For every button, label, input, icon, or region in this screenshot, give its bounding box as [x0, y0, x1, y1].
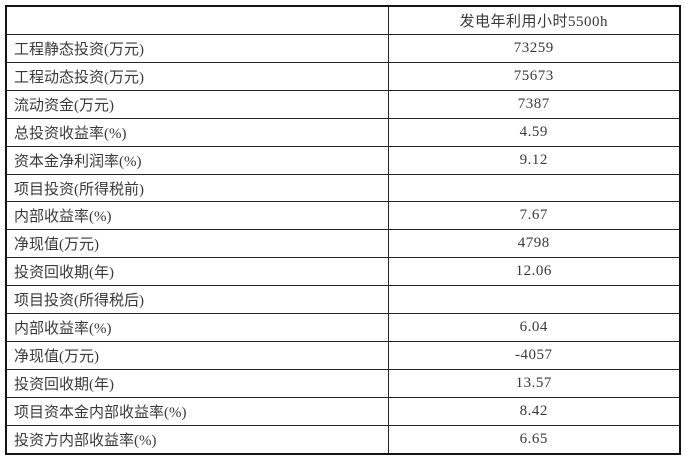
table-section-row: 项目投资(所得税前)	[5, 173, 681, 203]
row-label: 流动资金(万元)	[5, 89, 389, 119]
row-value: 73259	[387, 33, 681, 63]
table-row: 投资回收期(年) 13.57	[5, 369, 681, 398]
row-label: 项目资本金内部收益率(%)	[5, 396, 389, 426]
table-row: 净现值(万元) -4057	[5, 341, 681, 370]
table-row: 工程静态投资(万元) 73259	[5, 33, 681, 63]
row-label: 工程静态投资(万元)	[5, 33, 389, 63]
table-row: 投资回收期(年) 12.06	[5, 257, 681, 287]
table-row: 工程动态投资(万元) 75673	[5, 61, 681, 91]
section-value	[387, 285, 681, 315]
table-row: 资本金净利润率(%) 9.12	[5, 145, 681, 175]
table-row: 内部收益率(%) 6.04	[5, 313, 681, 343]
row-value: 4798	[387, 229, 681, 259]
row-label: 净现值(万元)	[5, 341, 389, 370]
row-value: 6.04	[387, 313, 681, 343]
row-value: 4.59	[387, 117, 681, 147]
row-value: 7387	[387, 89, 681, 119]
row-value: 9.12	[387, 145, 681, 175]
table-row: 投资方内部收益率(%) 6.65	[5, 424, 681, 455]
row-label: 内部收益率(%)	[5, 201, 389, 231]
row-label: 投资方内部收益率(%)	[5, 424, 389, 455]
section-value	[387, 173, 681, 203]
row-label: 投资回收期(年)	[5, 369, 389, 398]
table-row: 内部收益率(%) 7.67	[5, 201, 681, 231]
table-section-row: 项目投资(所得税后)	[5, 285, 681, 315]
header-value-cell: 发电年利用小时5500h	[387, 5, 681, 35]
row-value: 75673	[387, 61, 681, 91]
row-value: 13.57	[387, 369, 681, 398]
financial-table-container: 发电年利用小时5500h 工程静态投资(万元) 73259 工程动态投资(万元)…	[5, 5, 681, 455]
row-label: 工程动态投资(万元)	[5, 61, 389, 91]
table-row: 项目资本金内部收益率(%) 8.42	[5, 396, 681, 426]
table-row: 总投资收益率(%) 4.59	[5, 117, 681, 147]
header-label-cell	[5, 5, 389, 35]
row-value: 8.42	[387, 396, 681, 426]
table-row: 流动资金(万元) 7387	[5, 89, 681, 119]
row-label: 内部收益率(%)	[5, 313, 389, 343]
row-value: -4057	[387, 341, 681, 370]
table-row: 净现值(万元) 4798	[5, 229, 681, 259]
row-label: 资本金净利润率(%)	[5, 145, 389, 175]
investment-metrics-table: 发电年利用小时5500h 工程静态投资(万元) 73259 工程动态投资(万元)…	[5, 5, 681, 455]
row-label: 总投资收益率(%)	[5, 117, 389, 147]
row-label: 投资回收期(年)	[5, 257, 389, 287]
table-header-row: 发电年利用小时5500h	[5, 5, 681, 35]
row-value: 6.65	[387, 424, 681, 455]
section-label: 项目投资(所得税后)	[5, 285, 389, 315]
row-value: 7.67	[387, 201, 681, 231]
row-value: 12.06	[387, 257, 681, 287]
section-label: 项目投资(所得税前)	[5, 173, 389, 203]
row-label: 净现值(万元)	[5, 229, 389, 259]
